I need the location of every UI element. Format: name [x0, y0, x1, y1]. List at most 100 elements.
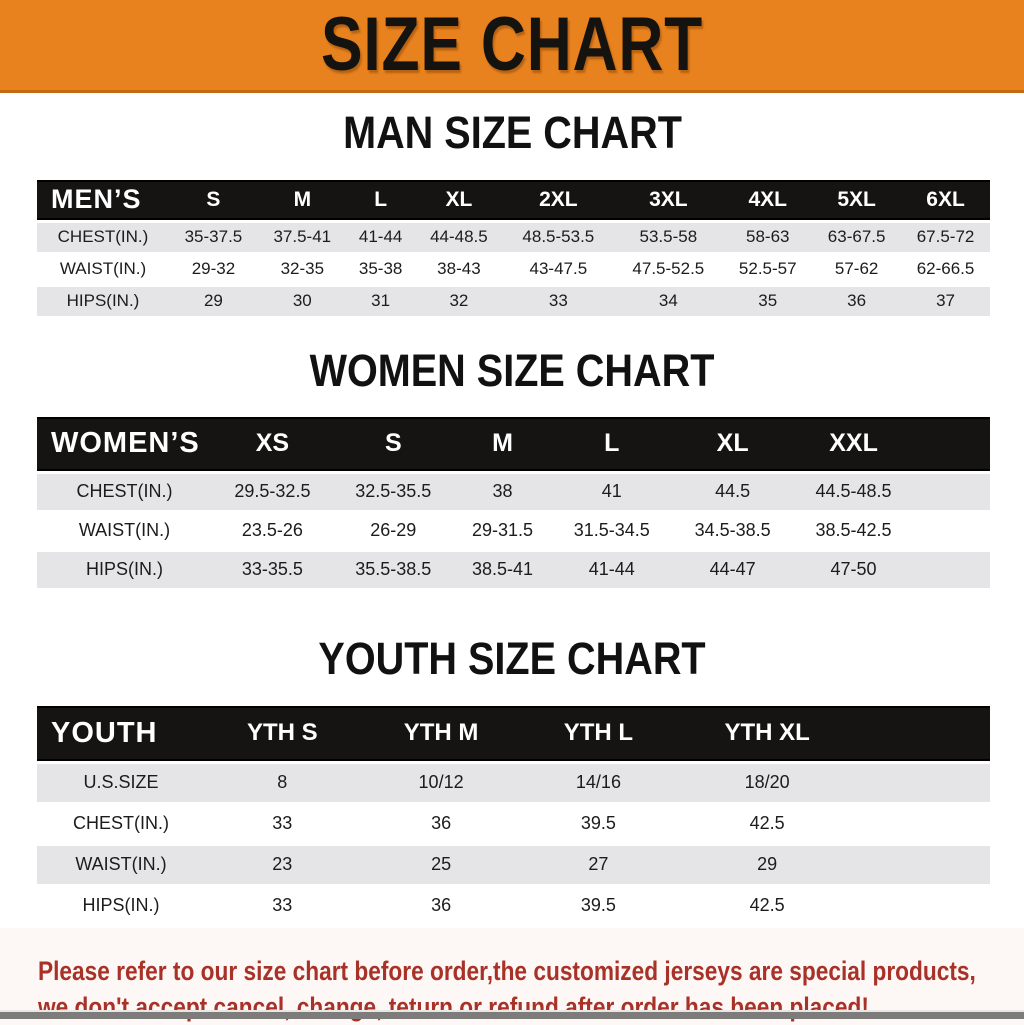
size-value-cell: 38.5-41: [453, 551, 552, 588]
row-label: CHEST(IN.): [37, 222, 169, 252]
spacer-cell: [860, 705, 990, 761]
size-value-cell: 36: [812, 286, 902, 316]
size-value-cell: 62-66.5: [901, 254, 990, 284]
size-table: WOMEN’S XS S M L XL XXL CHEST(IN.) 29.5-32.5 32.5…: [37, 414, 990, 591]
size-column-header: L: [551, 416, 673, 471]
size-column-header: S: [332, 416, 454, 471]
size-value-cell: 44-47: [672, 551, 794, 588]
size-value-cell: 34.5-38.5: [672, 512, 794, 549]
order-disclaimer: Please refer to our size chart before or…: [0, 927, 1024, 1025]
size-value-cell: 48.5-53.5: [503, 222, 614, 252]
measurement-row: CHEST(IN.) 33 36 39.5 42.5: [37, 804, 990, 843]
size-value-cell: 33-35.5: [212, 551, 333, 588]
size-value-cell: 39.5: [522, 886, 675, 925]
size-value-cell: 44-48.5: [414, 222, 504, 252]
size-column-header: M: [453, 416, 552, 471]
measurement-row: CHEST(IN.) 29.5-32.5 32.5-35.5 38 41 44.5 44.5…: [37, 473, 990, 510]
size-value-cell: 31: [346, 286, 415, 316]
size-value-cell: 41-44: [551, 551, 673, 588]
row-label: WAIST(IN.): [37, 254, 169, 284]
size-column-header: XXL: [793, 416, 914, 471]
measurement-row: U.S.SIZE 8 10/12 14/16 18/20: [37, 763, 990, 802]
size-value-cell: 47.5-52.5: [613, 254, 724, 284]
size-value-cell: 29: [169, 286, 258, 316]
size-value-cell: 14/16: [522, 763, 675, 802]
size-table: YOUTH YTH S YTH M YTH L YTH XL U.S.SIZE 8 10/12…: [37, 703, 990, 928]
row-label: HIPS(IN.): [37, 886, 205, 925]
youth-size-chart-heading: YOUTH SIZE CHART: [0, 632, 1024, 684]
size-column-header: YTH L: [522, 705, 675, 761]
size-value-cell: 41: [551, 473, 673, 510]
size-value-cell: 31.5-34.5: [551, 512, 673, 549]
size-column-header: 5XL: [812, 179, 902, 220]
size-value-cell: 32-35: [257, 254, 347, 284]
size-value-cell: 33: [503, 286, 614, 316]
spacer-cell: [914, 512, 990, 549]
size-table-header-row: YOUTH YTH S YTH M YTH L YTH XL: [37, 705, 990, 761]
size-value-cell: 44.5-48.5: [793, 473, 914, 510]
size-value-cell: 37.5-41: [257, 222, 347, 252]
size-value-cell: 35-38: [346, 254, 415, 284]
measurement-row: HIPS(IN.) 29 30 31 32 33 34 35 36 37: [37, 286, 990, 316]
size-value-cell: 36: [359, 886, 523, 925]
size-value-cell: 23: [205, 845, 360, 884]
size-value-cell: 26-29: [332, 512, 454, 549]
size-column-header: M: [257, 179, 347, 220]
table-title-cell: MEN’S: [37, 179, 169, 220]
youth-size-chart-heading-text: YOUTH SIZE CHART: [318, 632, 706, 684]
size-column-header: 4XL: [723, 179, 813, 220]
table-title-cell: WOMEN’S: [37, 416, 212, 471]
spacer-cell: [860, 804, 990, 843]
size-value-cell: 35: [723, 286, 813, 316]
size-value-cell: 38-43: [414, 254, 504, 284]
measurement-row: CHEST(IN.) 35-37.5 37.5-41 41-44 44-48.5 48.5…: [37, 222, 990, 252]
size-value-cell: 58-63: [723, 222, 813, 252]
size-value-cell: 57-62: [812, 254, 902, 284]
size-table-header-row: MEN’S S M L XL 2XL 3XL 4XL 5XL 6XL: [37, 179, 990, 220]
size-column-header: L: [346, 179, 415, 220]
size-column-header: XL: [414, 179, 504, 220]
size-value-cell: 35-37.5: [169, 222, 258, 252]
measurement-row: WAIST(IN.) 23 25 27 29: [37, 845, 990, 884]
size-table: MEN’S S M L XL 2XL 3XL 4XL 5XL 6XL CHEST(IN.) 35-37…: [37, 177, 990, 319]
women-size-chart-heading-text: WOMEN SIZE CHART: [309, 344, 715, 396]
spacer-cell: [914, 551, 990, 588]
row-label: WAIST(IN.): [37, 845, 205, 884]
disclaimer-line-1: Please refer to our size chart before or…: [38, 955, 976, 986]
size-column-header: XL: [672, 416, 794, 471]
size-value-cell: 42.5: [674, 886, 860, 925]
spacer-cell: [914, 473, 990, 510]
spacer-cell: [860, 763, 990, 802]
size-table-header-row: WOMEN’S XS S M L XL XXL: [37, 416, 990, 471]
size-value-cell: 30: [257, 286, 347, 316]
spacer-cell: [914, 416, 990, 471]
size-column-header: YTH S: [205, 705, 360, 761]
row-label: U.S.SIZE: [37, 763, 205, 802]
size-value-cell: 36: [359, 804, 523, 843]
size-chart-banner: SIZE CHART: [0, 0, 1024, 93]
size-column-header: XS: [212, 416, 333, 471]
size-value-cell: 29-32: [169, 254, 258, 284]
size-value-cell: 38: [453, 473, 552, 510]
size-value-cell: 8: [205, 763, 360, 802]
size-value-cell: 47-50: [793, 551, 914, 588]
bottom-divider-bar: [0, 1010, 1024, 1019]
size-value-cell: 29-31.5: [453, 512, 552, 549]
size-value-cell: 34: [613, 286, 724, 316]
spacer-cell: [860, 886, 990, 925]
size-column-header: YTH M: [359, 705, 523, 761]
size-column-header: 6XL: [901, 179, 990, 220]
man-size-chart-heading-text: MAN SIZE CHART: [342, 107, 682, 158]
man-size-chart-heading: MAN SIZE CHART: [0, 110, 1024, 156]
size-column-header: 2XL: [503, 179, 614, 220]
row-label: HIPS(IN.): [37, 551, 212, 588]
size-value-cell: 33: [205, 804, 360, 843]
measurement-row: HIPS(IN.) 33-35.5 35.5-38.5 38.5-41 41-44 44-…: [37, 551, 990, 588]
row-label: HIPS(IN.): [37, 286, 169, 316]
women-size-chart-heading: WOMEN SIZE CHART: [0, 344, 1024, 396]
measurement-row: WAIST(IN.) 23.5-26 26-29 29-31.5 31.5-34.5 34…: [37, 512, 990, 549]
size-column-header: YTH XL: [674, 705, 860, 761]
row-label: WAIST(IN.): [37, 512, 212, 549]
measurement-row: WAIST(IN.) 29-32 32-35 35-38 38-43 43-47.5 47.…: [37, 254, 990, 284]
row-label: CHEST(IN.): [37, 473, 212, 510]
